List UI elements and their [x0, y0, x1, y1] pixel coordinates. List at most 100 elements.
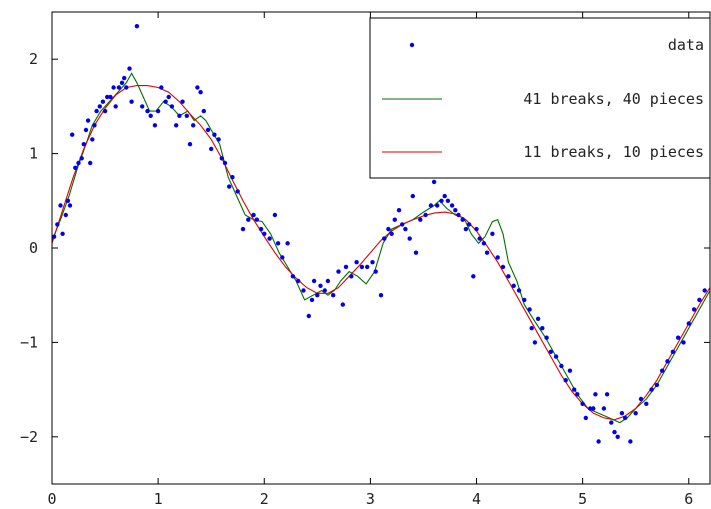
data-point: [191, 123, 196, 128]
data-point: [575, 392, 580, 397]
data-point: [563, 378, 568, 383]
data-point: [76, 160, 81, 166]
data-point: [495, 255, 500, 260]
data-point: [697, 297, 702, 303]
data-point: [583, 415, 588, 421]
data-point: [676, 335, 681, 340]
data-point: [466, 222, 472, 227]
data-point: [612, 429, 617, 435]
data-point: [55, 222, 60, 227]
data-point: [596, 439, 601, 444]
data-point: [407, 236, 412, 241]
data-point: [88, 160, 93, 166]
data-point: [638, 396, 644, 402]
data-point: [155, 108, 161, 114]
data-point: [65, 198, 71, 203]
data-point: [400, 222, 405, 227]
data-point: [177, 113, 182, 119]
data-point: [134, 24, 140, 29]
data-point: [230, 175, 235, 180]
axes: 0 1 2 3 4 5 6 2 1 0 −1 −2: [20, 12, 710, 508]
data-point: [423, 212, 428, 218]
data-point: [108, 94, 113, 100]
data-point: [535, 316, 541, 321]
data-point: [113, 104, 118, 109]
data-point: [532, 340, 538, 345]
data-point: [301, 288, 306, 293]
data-point: [58, 203, 63, 208]
data-point: [544, 335, 549, 340]
data-point: [484, 250, 490, 255]
data-point: [686, 321, 691, 326]
data-point: [609, 420, 614, 425]
data-point: [205, 127, 211, 133]
data-point: [129, 99, 134, 104]
data-point: [251, 212, 256, 218]
data-point: [460, 217, 465, 222]
data-point: [127, 66, 132, 71]
data-point: [572, 387, 577, 392]
data-point: [97, 104, 103, 109]
data-point: [201, 108, 206, 114]
data-point: [60, 231, 65, 236]
data-point: [318, 283, 323, 288]
data-point: [511, 283, 516, 288]
data-point: [529, 326, 534, 331]
data-point: [604, 392, 610, 397]
data-point: [331, 293, 336, 298]
data-point: [593, 392, 598, 397]
data-point: [81, 142, 87, 147]
data-point: [51, 234, 57, 239]
data-point: [73, 165, 78, 170]
y-tick-label: 0: [29, 239, 38, 257]
data-point: [296, 278, 301, 284]
data-point: [418, 217, 423, 222]
data-point: [262, 231, 267, 236]
data-point: [477, 236, 482, 241]
data-point: [463, 226, 469, 232]
data-point: [116, 85, 122, 90]
data-point: [540, 326, 545, 331]
data-point: [195, 85, 200, 90]
data-point: [370, 260, 375, 265]
x-tick-label: 0: [47, 490, 56, 508]
data-point: [386, 226, 391, 232]
data-point: [285, 241, 290, 246]
data-point: [79, 156, 84, 161]
data-point: [315, 293, 320, 298]
x-tick-label: 5: [578, 490, 587, 508]
data-point: [272, 212, 278, 218]
data-point: [325, 278, 331, 284]
data-point: [148, 113, 153, 119]
x-tick-label: 4: [472, 490, 481, 508]
data-point: [456, 212, 461, 218]
data-point: [681, 340, 686, 345]
data-point: [413, 250, 419, 255]
data-point: [343, 264, 349, 270]
data-point: [392, 217, 397, 222]
data-point: [365, 264, 370, 270]
data-point: [222, 160, 228, 166]
data-point: [481, 241, 487, 246]
data-point: [174, 123, 179, 128]
data-point: [119, 80, 125, 86]
data-point: [403, 226, 408, 232]
data-point: [159, 85, 164, 90]
data-point: [649, 387, 654, 392]
data-point: [527, 307, 532, 312]
data-point: [670, 349, 676, 354]
legend: data 41 breaks, 40 pieces 11 breaks, 10 …: [369, 17, 711, 179]
data-point: [94, 108, 99, 114]
data-point: [442, 193, 447, 199]
data-point: [435, 203, 440, 208]
data-point: [474, 226, 479, 232]
data-point: [227, 184, 232, 189]
data-point: [184, 113, 189, 119]
data-point: [85, 118, 91, 123]
data-point: [240, 226, 246, 232]
data-point: [163, 99, 168, 104]
data-point: [471, 274, 476, 279]
data-point: [633, 411, 638, 416]
data-point: [619, 411, 625, 416]
